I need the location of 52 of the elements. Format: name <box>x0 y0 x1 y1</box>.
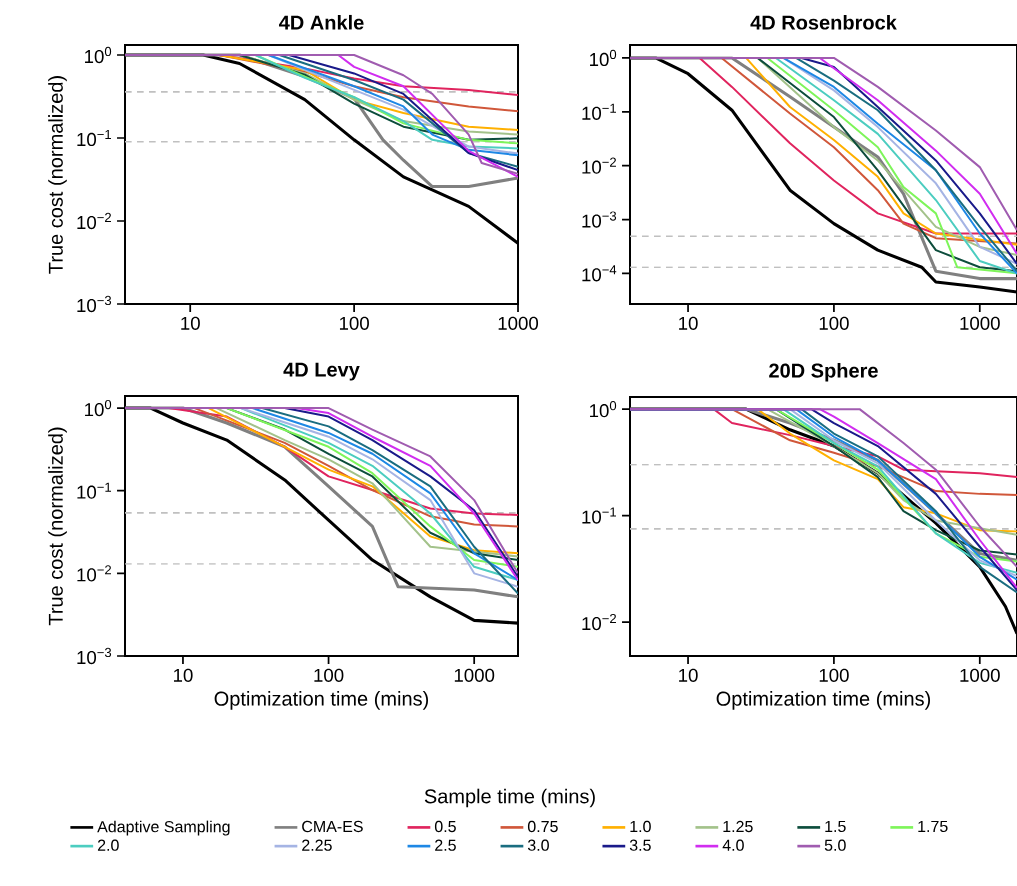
y-axis-title: True cost (normalized) <box>48 76 67 274</box>
legend-label: 0.75 <box>527 820 558 833</box>
chart-title: 4D Rosenbrock <box>750 14 897 30</box>
x-tick-label: 10 <box>173 668 193 682</box>
legend-label: CMA-ES <box>302 820 363 833</box>
y-tick-label: 10$^{−1}$ <box>77 129 111 147</box>
legend-label: 3.5 <box>629 839 651 851</box>
y-tick-label: 10$^{0}$ <box>590 401 617 418</box>
x-axis-title: Optimization time (mins) <box>716 691 931 710</box>
y-tick-label: 10$^{−2}$ <box>582 157 616 174</box>
x-tick-label: 100 <box>819 316 849 330</box>
legend-label: 2.5 <box>435 839 456 851</box>
x-axis-title: Optimization time (mins) <box>214 691 429 710</box>
y-tick-label: 10$^{−1}$ <box>77 482 112 499</box>
x-tick-label: 1000 <box>960 668 1000 682</box>
x-tick-label: 1000 <box>498 316 539 330</box>
y-axis-title: True cost (normalized) <box>48 427 67 626</box>
y-tick-label: 10$^{−3}$ <box>77 647 112 665</box>
legend-label: 1.0 <box>630 820 651 833</box>
chart-title: 4D Ankle <box>279 14 364 30</box>
legend-label: 5.0 <box>824 839 846 851</box>
y-tick-label: 10$^{−1}$ <box>582 103 617 120</box>
x-tick-label: 100 <box>314 668 344 682</box>
legend-label: 1.75 <box>918 820 948 833</box>
x-tick-label: 100 <box>339 316 369 330</box>
chart-title: 4D Levy <box>283 362 360 381</box>
y-tick-label: 10$^{−1}$ <box>582 507 617 524</box>
legend-label: 2.0 <box>97 839 119 851</box>
y-tick-label: 10$^{−2}$ <box>582 613 616 631</box>
y-tick-label: 10$^{0}$ <box>85 399 112 417</box>
legend-label: 4.0 <box>722 839 744 851</box>
chart-title: 20D Sphere <box>769 362 878 382</box>
x-tick-label: 10 <box>679 668 698 682</box>
y-tick-label: 10$^{−3}$ <box>77 295 112 313</box>
x-tick-label: 10 <box>181 316 200 330</box>
x-tick-label: 10 <box>679 316 698 330</box>
x-tick-label: 100 <box>819 668 849 682</box>
legend-label: Adaptive Sampling <box>97 820 230 836</box>
x-tick-label: 1000 <box>454 668 495 682</box>
y-tick-label: 10$^{−3}$ <box>582 211 617 228</box>
legend-label: 1.5 <box>825 820 846 833</box>
y-tick-label: 10$^{0}$ <box>85 46 112 64</box>
x-tick-label: 1000 <box>960 316 1000 330</box>
legend-label: 1.25 <box>723 820 753 833</box>
y-tick-label: 10$^{−2}$ <box>77 565 111 582</box>
legend-label: 3.0 <box>527 839 549 851</box>
y-tick-label: 10$^{−4}$ <box>582 265 617 282</box>
legend-label: 0.5 <box>434 820 456 833</box>
legend-title: Sample time (mins) <box>424 788 595 808</box>
y-tick-label: 10$^{−2}$ <box>77 212 111 230</box>
y-tick-label: 10$^{0}$ <box>590 49 617 67</box>
legend-label: 2.25 <box>302 839 332 851</box>
